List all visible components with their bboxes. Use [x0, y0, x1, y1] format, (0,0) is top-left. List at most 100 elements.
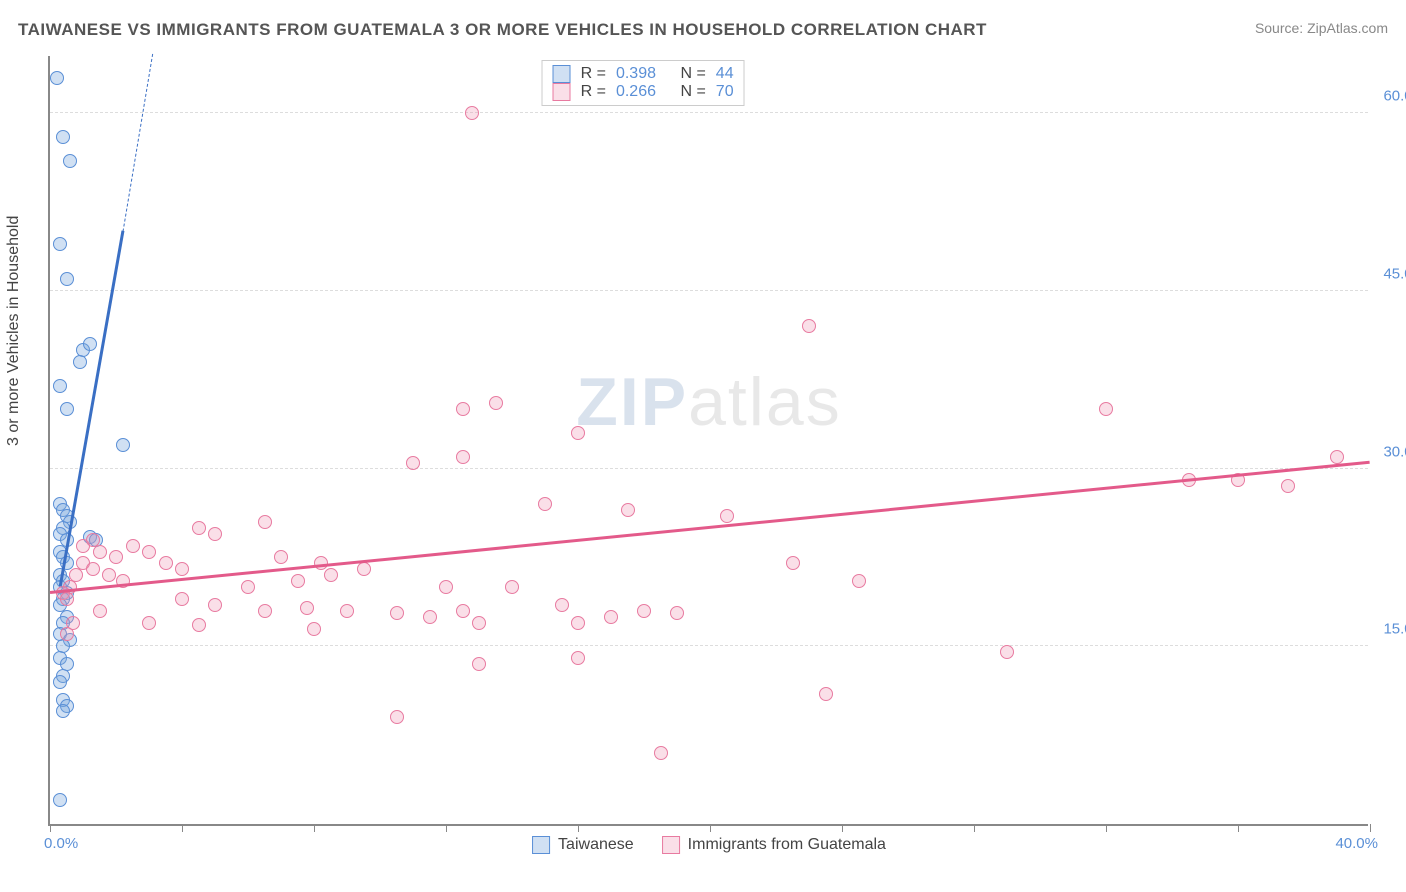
data-point [654, 746, 668, 760]
data-point [1000, 645, 1014, 659]
data-point [720, 509, 734, 523]
x-axis-tick [182, 824, 183, 832]
x-axis-tick [1238, 824, 1239, 832]
x-axis-tick [974, 824, 975, 832]
gridline [50, 468, 1368, 469]
data-point [60, 272, 74, 286]
series-legend: Taiwanese Immigrants from Guatemala [532, 836, 886, 854]
data-point [472, 657, 486, 671]
n-label: N = [680, 65, 705, 83]
data-point [60, 402, 74, 416]
data-point [439, 580, 453, 594]
plot-area: ZIPatlas R = 0.398 N = 44 R = 0.266 N = … [48, 56, 1368, 826]
data-point [53, 237, 67, 251]
data-point [53, 675, 67, 689]
data-point [175, 562, 189, 576]
data-point [56, 130, 70, 144]
data-point [86, 562, 100, 576]
data-point [83, 337, 97, 351]
legend-label-taiwanese: Taiwanese [558, 836, 634, 854]
data-point [53, 379, 67, 393]
data-point [73, 355, 87, 369]
data-point [786, 556, 800, 570]
data-point [1281, 479, 1295, 493]
legend-label-guatemala: Immigrants from Guatemala [688, 836, 886, 854]
data-point [472, 616, 486, 630]
data-point [357, 562, 371, 576]
data-point [538, 497, 552, 511]
data-point [258, 604, 272, 618]
trend-line [50, 460, 1370, 593]
gridline [50, 645, 1368, 646]
data-point [192, 618, 206, 632]
n-value-taiwanese: 44 [716, 65, 734, 83]
data-point [56, 704, 70, 718]
data-point [505, 580, 519, 594]
data-point [142, 616, 156, 630]
data-point [621, 503, 635, 517]
data-point [456, 604, 470, 618]
swatch-guatemala [553, 83, 571, 101]
gridline [50, 290, 1368, 291]
n-value-guatemala: 70 [716, 83, 734, 101]
data-point [93, 604, 107, 618]
source-attribution: Source: ZipAtlas.com [1255, 20, 1388, 36]
y-axis-title: 3 or more Vehicles in Household [5, 216, 23, 446]
data-point [86, 533, 100, 547]
data-point [571, 651, 585, 665]
data-point [852, 574, 866, 588]
data-point [63, 154, 77, 168]
data-point [241, 580, 255, 594]
data-point [159, 556, 173, 570]
data-point [465, 106, 479, 120]
trend-line [122, 53, 153, 231]
swatch-guatemala [662, 836, 680, 854]
data-point [93, 545, 107, 559]
data-point [1330, 450, 1344, 464]
data-point [390, 710, 404, 724]
data-point [274, 550, 288, 564]
data-point [109, 550, 123, 564]
correlation-chart: TAIWANESE VS IMMIGRANTS FROM GUATEMALA 3… [0, 0, 1406, 892]
data-point [208, 527, 222, 541]
r-value-guatemala: 0.266 [616, 83, 656, 101]
data-point [819, 687, 833, 701]
swatch-taiwanese [532, 836, 550, 854]
stats-row-taiwanese: R = 0.398 N = 44 [553, 65, 734, 83]
data-point [604, 610, 618, 624]
watermark-atlas: atlas [688, 364, 842, 440]
y-axis-tick-label: 30.0% [1383, 443, 1406, 460]
chart-title: TAIWANESE VS IMMIGRANTS FROM GUATEMALA 3… [18, 20, 987, 40]
data-point [489, 396, 503, 410]
data-point [456, 402, 470, 416]
x-axis-max-label: 40.0% [1335, 835, 1378, 852]
data-point [258, 515, 272, 529]
data-point [324, 568, 338, 582]
x-axis-tick [314, 824, 315, 832]
stats-legend: R = 0.398 N = 44 R = 0.266 N = 70 [542, 60, 745, 106]
data-point [208, 598, 222, 612]
data-point [116, 438, 130, 452]
data-point [300, 601, 314, 615]
data-point [1099, 402, 1113, 416]
data-point [571, 426, 585, 440]
data-point [423, 610, 437, 624]
data-point [555, 598, 569, 612]
data-point [60, 627, 74, 641]
data-point [406, 456, 420, 470]
data-point [571, 616, 585, 630]
y-axis-tick-label: 60.0% [1383, 88, 1406, 105]
r-label: R = [581, 83, 606, 101]
x-axis-tick [578, 824, 579, 832]
x-axis-tick [710, 824, 711, 832]
x-axis-tick [1370, 824, 1371, 832]
y-axis-tick-label: 15.0% [1383, 621, 1406, 638]
gridline [50, 112, 1368, 113]
data-point [802, 319, 816, 333]
data-point [307, 622, 321, 636]
r-value-taiwanese: 0.398 [616, 65, 656, 83]
data-point [142, 545, 156, 559]
data-point [390, 606, 404, 620]
data-point [637, 604, 651, 618]
x-axis-tick [50, 824, 51, 832]
